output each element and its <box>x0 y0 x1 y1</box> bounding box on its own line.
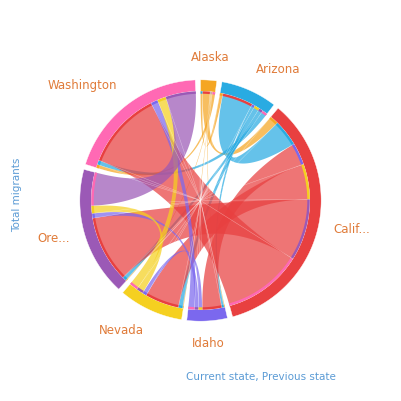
Polygon shape <box>123 109 263 280</box>
Polygon shape <box>158 97 166 102</box>
Polygon shape <box>254 106 259 111</box>
Polygon shape <box>96 92 215 175</box>
Polygon shape <box>97 160 101 165</box>
Polygon shape <box>99 103 152 161</box>
Polygon shape <box>202 144 304 310</box>
Polygon shape <box>219 94 294 164</box>
Polygon shape <box>178 106 259 308</box>
Polygon shape <box>187 307 227 321</box>
Polygon shape <box>220 82 274 114</box>
Polygon shape <box>269 117 277 125</box>
Polygon shape <box>142 291 148 295</box>
Polygon shape <box>130 282 138 289</box>
Text: Current state, Previous state: Current state, Previous state <box>186 372 336 382</box>
Polygon shape <box>216 104 255 308</box>
Polygon shape <box>203 91 277 155</box>
Text: Idaho: Idaho <box>192 337 225 350</box>
Polygon shape <box>221 305 224 308</box>
Polygon shape <box>200 91 203 94</box>
Text: Arizona: Arizona <box>256 63 300 76</box>
Polygon shape <box>207 92 225 307</box>
Polygon shape <box>223 94 252 106</box>
Polygon shape <box>126 278 128 281</box>
Polygon shape <box>93 218 125 277</box>
Polygon shape <box>198 307 202 310</box>
Polygon shape <box>85 80 196 168</box>
Text: Washington: Washington <box>48 79 117 92</box>
Polygon shape <box>258 109 263 113</box>
Polygon shape <box>182 92 212 308</box>
Polygon shape <box>220 93 223 96</box>
Polygon shape <box>93 199 310 277</box>
Polygon shape <box>123 276 128 280</box>
Text: Alaska: Alaska <box>190 51 229 65</box>
Polygon shape <box>91 172 97 206</box>
Text: Total migrants: Total migrants <box>12 157 22 232</box>
Polygon shape <box>202 305 222 310</box>
Polygon shape <box>182 306 184 308</box>
Polygon shape <box>92 213 95 218</box>
Polygon shape <box>91 205 163 293</box>
Text: Ore...: Ore... <box>37 232 69 245</box>
Polygon shape <box>224 305 225 307</box>
Polygon shape <box>151 100 158 105</box>
Polygon shape <box>229 108 321 317</box>
Polygon shape <box>292 144 304 165</box>
Polygon shape <box>251 104 255 108</box>
Polygon shape <box>166 91 196 99</box>
Polygon shape <box>178 305 183 308</box>
Polygon shape <box>126 92 213 281</box>
Polygon shape <box>291 199 310 259</box>
Polygon shape <box>188 307 194 310</box>
Polygon shape <box>96 164 100 168</box>
Polygon shape <box>211 92 212 94</box>
Polygon shape <box>200 80 217 92</box>
Polygon shape <box>194 307 198 310</box>
Polygon shape <box>137 287 144 293</box>
Polygon shape <box>301 164 310 199</box>
Polygon shape <box>261 111 267 116</box>
Polygon shape <box>92 212 198 310</box>
Text: Nevada: Nevada <box>99 324 144 338</box>
Polygon shape <box>203 91 210 94</box>
Polygon shape <box>146 293 179 308</box>
Polygon shape <box>91 206 95 213</box>
Polygon shape <box>146 164 310 308</box>
Polygon shape <box>130 97 178 289</box>
Polygon shape <box>211 92 213 94</box>
Polygon shape <box>80 169 126 289</box>
Polygon shape <box>229 257 293 306</box>
Polygon shape <box>275 123 294 145</box>
Polygon shape <box>97 111 267 175</box>
Polygon shape <box>210 92 211 94</box>
Polygon shape <box>212 92 215 95</box>
Polygon shape <box>200 91 223 146</box>
Polygon shape <box>151 100 195 310</box>
Polygon shape <box>123 284 183 320</box>
Polygon shape <box>99 103 293 306</box>
Polygon shape <box>142 251 202 310</box>
Polygon shape <box>91 91 196 206</box>
Text: Calif...: Calif... <box>334 223 371 236</box>
